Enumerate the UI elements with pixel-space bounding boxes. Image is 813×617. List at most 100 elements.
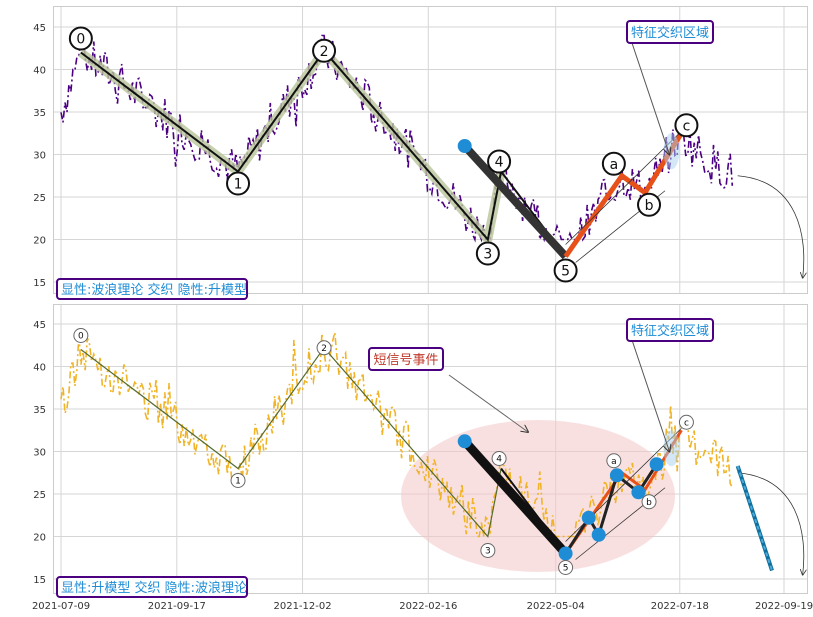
correction-abc-line: [563, 131, 684, 258]
bottom-callout-text: 特征交织区域: [631, 323, 709, 339]
blue-marker: [558, 546, 573, 561]
y-tick-label: 30: [33, 151, 46, 162]
wave-label-text: 0: [78, 332, 84, 342]
projection-line-dashed: [736, 465, 773, 571]
y-tick-label: 20: [33, 533, 46, 544]
wave-label-text: c: [683, 118, 691, 134]
impulse-bar: [461, 438, 569, 557]
y-tick-label: 45: [33, 23, 46, 34]
y-tick-label: 35: [33, 108, 46, 119]
channel-upper-line: [565, 130, 682, 245]
event-callout-text: 短信号事件: [373, 353, 438, 368]
curved-arrow: [737, 472, 804, 575]
blue-marker: [649, 457, 664, 472]
intersection-oval: [663, 430, 680, 467]
x-tick-label: 2022-05-04: [527, 601, 585, 612]
wave-label-text: 2: [320, 44, 329, 60]
wave-label-circle: [641, 494, 657, 510]
bottom-caption: 显性:升模型 交织 隐性:波浪理论: [56, 576, 248, 598]
bottom-callout: 特征交织区域: [626, 318, 714, 342]
top-caption: 显性:波浪理论 交织 隐性:升模型: [56, 278, 248, 300]
blue-marker: [591, 527, 606, 542]
event-callout: 短信号事件: [368, 347, 444, 371]
wave-label-text: b: [646, 498, 652, 508]
wave-label-circle: [678, 414, 694, 430]
wave-label-circle: [480, 543, 496, 558]
y-tick-label: 40: [33, 363, 46, 374]
y-tick-label: 15: [33, 575, 46, 586]
x-axis: 2021-07-09 2021-09-17 2021-12-02 2022-02-16…: [32, 601, 813, 612]
wave-label-text: a: [611, 457, 617, 467]
bottom-y-axis: 15 20 25 30 35 40 45: [33, 320, 46, 586]
x-tick-label: 2021-09-17: [148, 601, 206, 612]
wave-label-text: a: [610, 157, 619, 173]
blue-marker: [609, 468, 624, 483]
wave-label-circle: [312, 38, 337, 63]
wave-label-circle: [674, 113, 699, 138]
x-tick-label: 2022-09-19: [755, 601, 813, 612]
y-tick-label: 20: [33, 236, 46, 247]
wave-label-circle: [487, 149, 512, 174]
bottom-callout-box: [626, 318, 714, 342]
x-tick-label: 2021-12-02: [273, 601, 331, 612]
top-callout: 特征交织区域: [626, 20, 714, 44]
wave-label-circle: [230, 473, 246, 488]
blue-marker: [457, 139, 472, 153]
event-callout-box: [368, 347, 444, 371]
wave-label-circle: [68, 26, 93, 51]
y-tick-label: 45: [33, 320, 46, 331]
price-series-line: [60, 332, 734, 540]
bottom-caption-text: 显性:升模型 交织 隐性:波浪理论: [61, 580, 247, 596]
y-tick-label: 35: [33, 405, 46, 416]
wave-label-circle: [558, 560, 574, 575]
y-tick-label: 15: [33, 278, 46, 289]
top-caption-box: [56, 278, 248, 300]
wave-label-text: 4: [495, 155, 504, 171]
y-tick-label: 30: [33, 448, 46, 459]
impulse-bar: [461, 143, 569, 260]
wave-label-circle: [316, 340, 332, 356]
wave-label-text: 3: [485, 547, 491, 557]
event-zone-ellipse: [401, 420, 675, 572]
wave-label-text: b: [645, 198, 654, 214]
blue-marker: [581, 510, 596, 525]
top-callout-text: 特征交织区域: [631, 25, 709, 41]
top-y-axis: 15 20 25 30 35 40 45: [33, 23, 46, 289]
x-tick-label: 2021-07-09: [32, 601, 90, 612]
wave-label-text: 2: [321, 344, 327, 354]
wave-label-text: 1: [235, 477, 241, 487]
wave-labels: 0 1 2 3 4 5 a b c 0 1 2 3 4 5 a b c: [68, 26, 699, 575]
wave-label-circle: [553, 258, 578, 283]
x-tick-label: 2022-02-16: [399, 601, 457, 612]
top-caption-text: 显性:波浪理论 交织 隐性:升模型: [61, 282, 247, 298]
wave-label-circle: [601, 151, 626, 176]
wave-label-circle: [226, 171, 251, 196]
wave-label-circle: [73, 328, 89, 343]
bottom-caption-box: [56, 576, 248, 598]
wave-label-text: 1: [234, 177, 243, 193]
wave-label-text: 0: [76, 32, 85, 48]
wave-label-text: c: [684, 418, 689, 428]
top-callout-box: [626, 20, 714, 44]
wave-label-text: 5: [563, 564, 569, 574]
x-tick-label: 2022-07-18: [651, 601, 709, 612]
blue-marker: [631, 485, 646, 500]
curved-arrow: [737, 175, 804, 278]
top-plot-area: [53, 6, 808, 294]
wave-label-circle: [606, 453, 622, 469]
y-tick-label: 25: [33, 193, 46, 204]
wave-label-text: 3: [483, 247, 492, 263]
top-grid: [54, 7, 807, 293]
intersection-oval: [663, 133, 680, 170]
wave-label-text: 5: [561, 264, 570, 280]
wave-label-circle: [491, 451, 507, 466]
wave-label-text: 4: [496, 455, 502, 465]
wave-label-circle: [475, 241, 500, 266]
callout-pointer: [631, 339, 669, 452]
callout-pointer: [631, 42, 669, 155]
blue-marker: [457, 434, 472, 449]
event-pointer: [448, 374, 528, 432]
wave-label-circle: [637, 192, 662, 217]
y-tick-label: 40: [33, 66, 46, 77]
